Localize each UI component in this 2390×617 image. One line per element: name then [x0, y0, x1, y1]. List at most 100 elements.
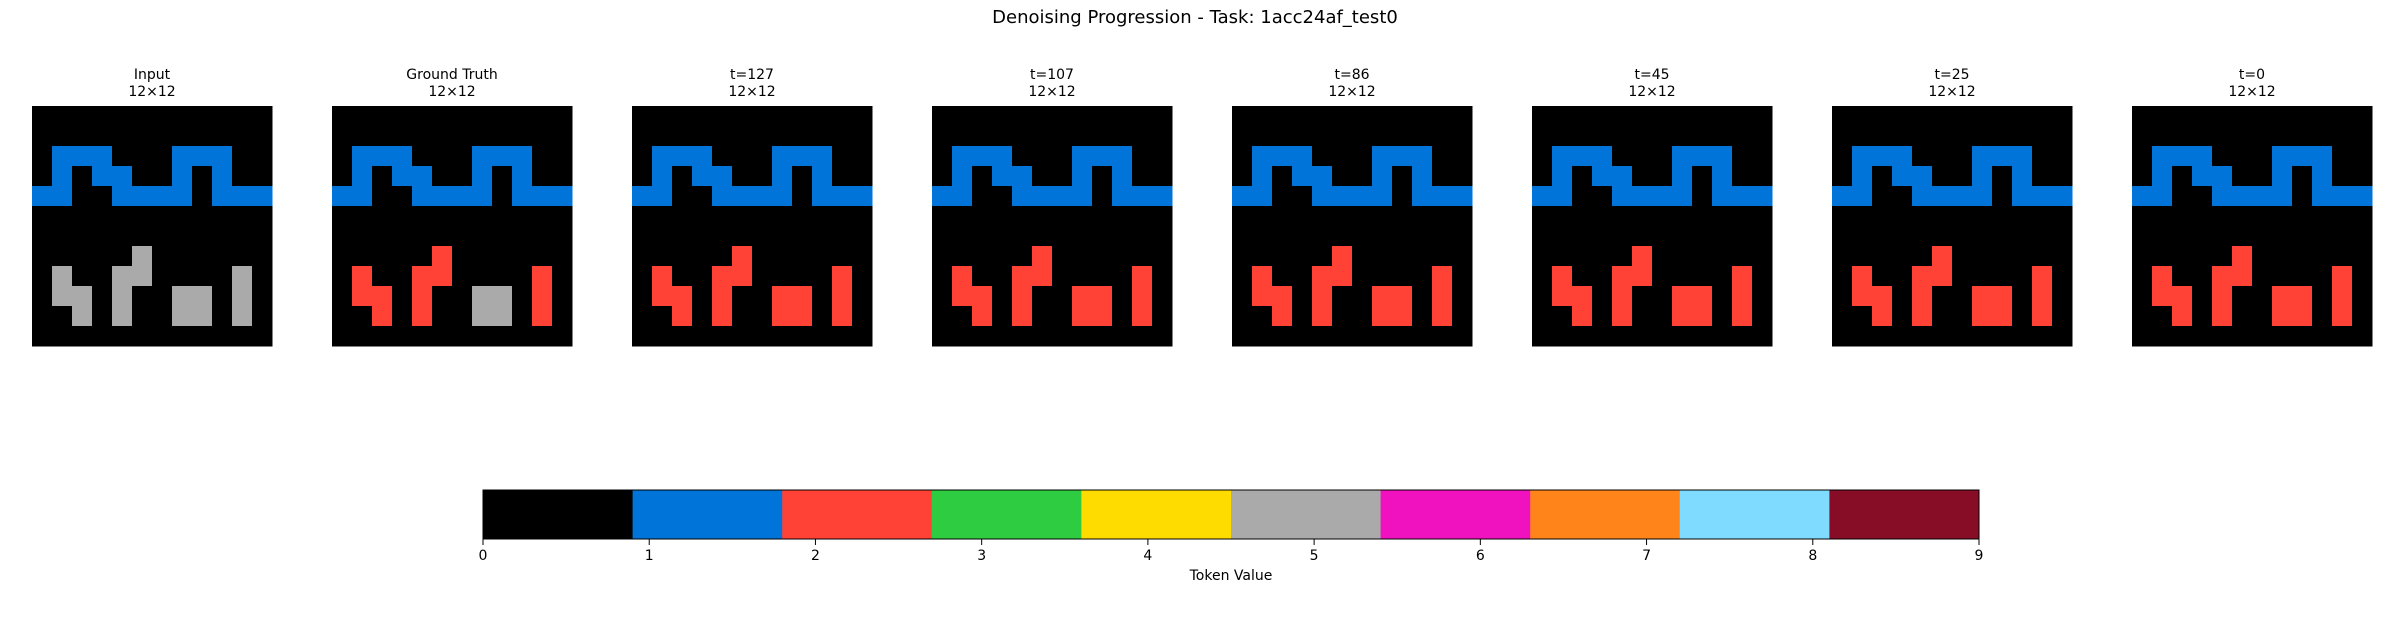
grid-cell: [2232, 286, 2253, 307]
grid-cell: [32, 186, 53, 207]
grid-cell: [1572, 166, 1593, 187]
grid-cell: [492, 106, 513, 127]
grid-cell: [1972, 186, 1993, 207]
grid-cell: [1872, 286, 1893, 307]
grid-cell: [2192, 206, 2213, 227]
grid-cell: [252, 286, 273, 307]
grid-cell: [52, 206, 73, 227]
grid-cell: [132, 246, 153, 267]
grid-cell: [492, 246, 513, 267]
grid-cell: [1072, 106, 1093, 127]
grid-cell: [792, 226, 813, 247]
grid-cell: [1672, 166, 1693, 187]
grid-cell: [1252, 326, 1273, 347]
grid-cell: [1132, 246, 1153, 267]
grid-cell: [2012, 166, 2033, 187]
grid-cell: [2212, 286, 2233, 307]
grid-cell: [1952, 246, 1973, 267]
grid-cell: [1752, 326, 1773, 347]
grid-cell: [1112, 226, 1133, 247]
grid-cell: [1692, 266, 1713, 287]
grid-cell: [1252, 106, 1273, 127]
colorbar-tick-label: 9: [1975, 548, 1984, 564]
grid-cell: [1412, 206, 1433, 227]
grid-cell: [1452, 146, 1473, 167]
grid-cell: [1332, 306, 1353, 327]
grid-cell: [1452, 206, 1473, 227]
grid-cell: [2252, 146, 2273, 167]
grid-cell: [1432, 226, 1453, 247]
grid-cell: [1412, 266, 1433, 287]
grid-cell: [1972, 306, 1993, 327]
grid-cell: [852, 246, 873, 267]
grid-cell: [2332, 246, 2353, 267]
grid-cell: [1912, 186, 1933, 207]
panel-title: t=25: [1934, 67, 1969, 83]
grid-cell: [2332, 106, 2353, 127]
grid-cell: [1352, 126, 1373, 147]
grid-cell: [392, 286, 413, 307]
grid-cell: [532, 266, 553, 287]
grid-cell: [1912, 246, 1933, 267]
grid-cell: [252, 186, 273, 207]
grid-cell: [1272, 226, 1293, 247]
grid-cell: [1092, 206, 1113, 227]
grid-cell: [1012, 146, 1033, 167]
grid-cell: [1832, 326, 1853, 347]
grid-cell: [432, 306, 453, 327]
grid-cell: [72, 106, 93, 127]
grid-cell: [2252, 246, 2273, 267]
grid-cell: [732, 186, 753, 207]
grid-cell: [192, 246, 213, 267]
grid-cell: [92, 246, 113, 267]
grid-cell: [512, 226, 533, 247]
grid-cell: [972, 186, 993, 207]
grid-cell: [792, 206, 813, 227]
grid-cell: [812, 106, 833, 127]
grid-cell: [2232, 126, 2253, 147]
grid-cell: [2232, 266, 2253, 287]
grid-cell: [1872, 106, 1893, 127]
grid-cell: [732, 146, 753, 167]
grid-cell: [2212, 246, 2233, 267]
grid-cell: [532, 146, 553, 167]
grid-cell: [1852, 206, 1873, 227]
grid-cell: [452, 226, 473, 247]
grid-cell: [2272, 226, 2293, 247]
grid-cell: [1332, 246, 1353, 267]
grid-cell: [52, 126, 73, 147]
grid-cell: [772, 146, 793, 167]
grid-cell: [1432, 106, 1453, 127]
grid-cell: [932, 326, 953, 347]
grid-cell: [1132, 286, 1153, 307]
grid-cell: [2192, 126, 2213, 147]
grid-cell: [1612, 166, 1633, 187]
grid-cell: [372, 286, 393, 307]
grid-cell: [1912, 226, 1933, 247]
grid-cell: [2332, 326, 2353, 347]
grid-cell: [332, 106, 353, 127]
grid-cell: [1252, 146, 1273, 167]
grid-cell: [532, 246, 553, 267]
grid-cell: [552, 166, 573, 187]
grid-cell: [1352, 186, 1373, 207]
grid-cell: [2132, 266, 2153, 287]
grid-cell: [972, 286, 993, 307]
grid-cell: [1072, 166, 1093, 187]
grid-cell: [132, 186, 153, 207]
grid-cell: [492, 126, 513, 147]
grid-cell: [1992, 166, 2013, 187]
grid-cell: [392, 106, 413, 127]
grid-cell: [672, 326, 693, 347]
grid-cell: [252, 326, 273, 347]
grid-cell: [2232, 106, 2253, 127]
grid-cell: [532, 166, 553, 187]
grid-cell: [1532, 286, 1553, 307]
grid-cell: [352, 286, 373, 307]
grid-cell: [192, 166, 213, 187]
grid-cell: [192, 126, 213, 147]
grid-cell: [972, 146, 993, 167]
grid-cell: [1832, 306, 1853, 327]
grid-cell: [372, 186, 393, 207]
grid-cell: [172, 146, 193, 167]
